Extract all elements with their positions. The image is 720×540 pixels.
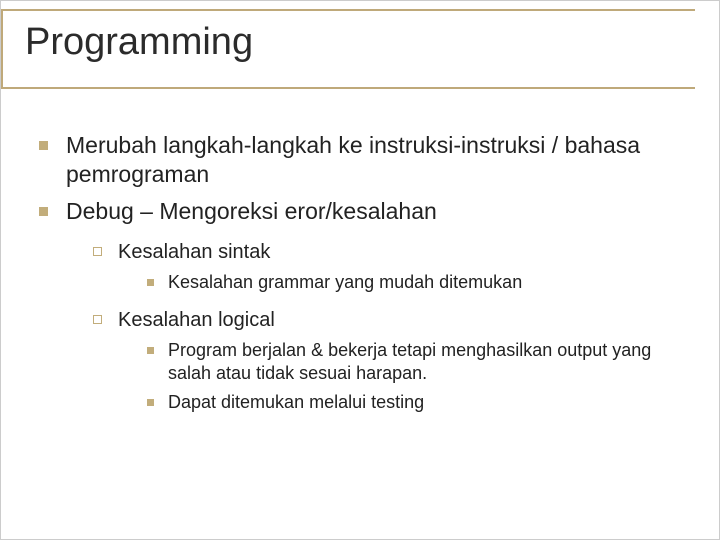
bullet-text: Debug – Mengoreksi eror/kesalahan: [66, 197, 437, 226]
bullet-level2: Kesalahan sintak: [93, 239, 679, 265]
small-square-bullet-icon: [147, 347, 154, 354]
bullet-text: Merubah langkah-langkah ke instruksi-ins…: [66, 131, 679, 189]
bullet-text: Program berjalan & bekerja tetapi mengha…: [168, 339, 679, 386]
slide-content: Merubah langkah-langkah ke instruksi-ins…: [39, 131, 679, 421]
bullet-level3: Dapat ditemukan melalui testing: [147, 391, 679, 414]
square-bullet-icon: [39, 207, 48, 216]
outline-square-bullet-icon: [93, 315, 102, 324]
bullet-level3: Program berjalan & bekerja tetapi mengha…: [147, 339, 679, 386]
bullet-text: Kesalahan grammar yang mudah ditemukan: [168, 271, 522, 294]
slide: Programming Merubah langkah-langkah ke i…: [0, 0, 720, 540]
bullet-text: Dapat ditemukan melalui testing: [168, 391, 424, 414]
title-container: Programming: [17, 13, 695, 76]
bullet-level1: Debug – Mengoreksi eror/kesalahan: [39, 197, 679, 226]
outline-square-bullet-icon: [93, 247, 102, 256]
bullet-level3: Kesalahan grammar yang mudah ditemukan: [147, 271, 679, 294]
bullet-level2: Kesalahan logical: [93, 307, 679, 333]
square-bullet-icon: [39, 141, 48, 150]
small-square-bullet-icon: [147, 279, 154, 286]
bullet-level1: Merubah langkah-langkah ke instruksi-ins…: [39, 131, 679, 189]
small-square-bullet-icon: [147, 399, 154, 406]
slide-title: Programming: [17, 13, 695, 76]
bullet-text: Kesalahan logical: [118, 307, 275, 333]
bullet-text: Kesalahan sintak: [118, 239, 270, 265]
